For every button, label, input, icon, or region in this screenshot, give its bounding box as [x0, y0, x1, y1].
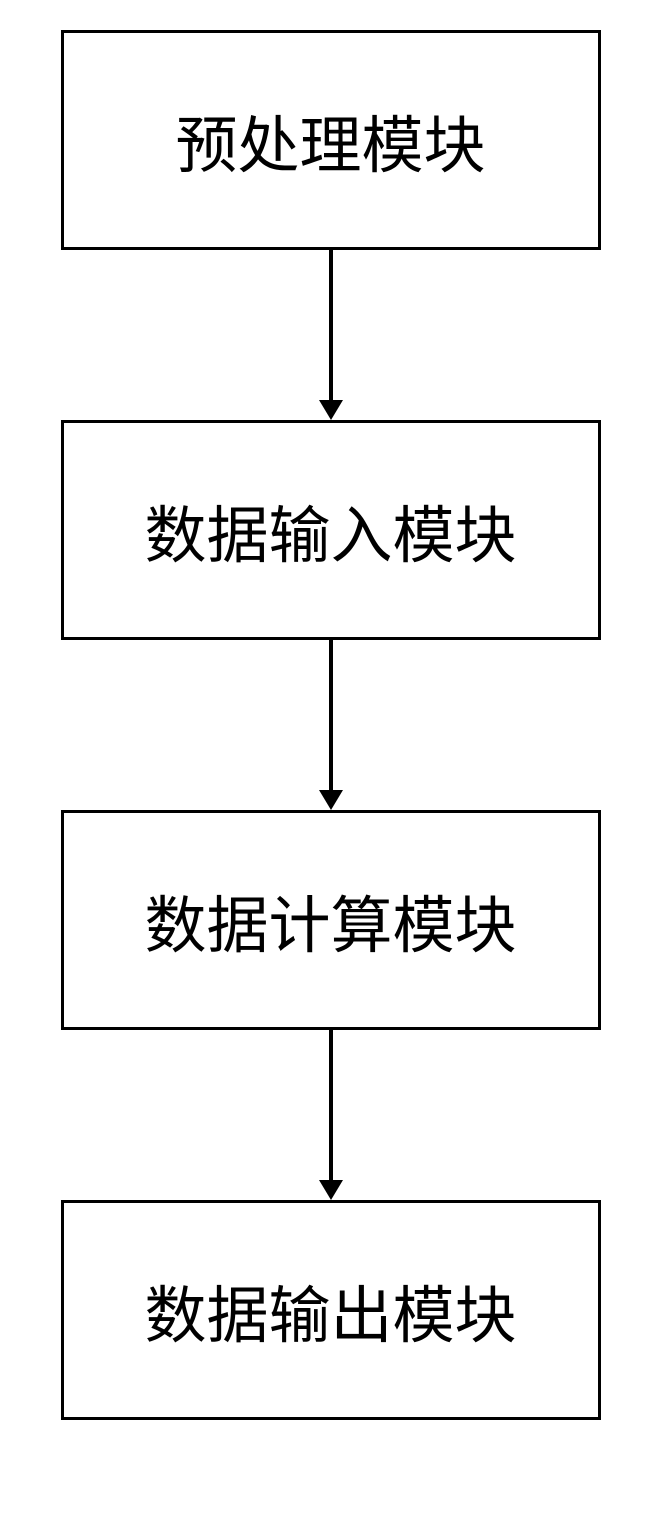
node-input: 数据输入模块: [61, 420, 601, 640]
arrow-head-icon: [319, 790, 343, 810]
node-compute: 数据计算模块: [61, 810, 601, 1030]
node-output: 数据输出模块: [61, 1200, 601, 1420]
arrow-line: [329, 1030, 333, 1180]
arrow-head-icon: [319, 400, 343, 420]
arrow-2: [319, 640, 343, 810]
arrow-head-icon: [319, 1180, 343, 1200]
arrow-1: [319, 250, 343, 420]
flowchart-container: 预处理模块 数据输入模块 数据计算模块 数据输出模块: [61, 30, 601, 1420]
arrow-line: [329, 250, 333, 400]
node-label: 数据计算模块: [144, 875, 516, 965]
arrow-3: [319, 1030, 343, 1200]
node-label: 预处理模块: [175, 95, 485, 185]
arrow-line: [329, 640, 333, 790]
node-preprocess: 预处理模块: [61, 30, 601, 250]
node-label: 数据输出模块: [144, 1265, 516, 1355]
node-label: 数据输入模块: [144, 485, 516, 575]
